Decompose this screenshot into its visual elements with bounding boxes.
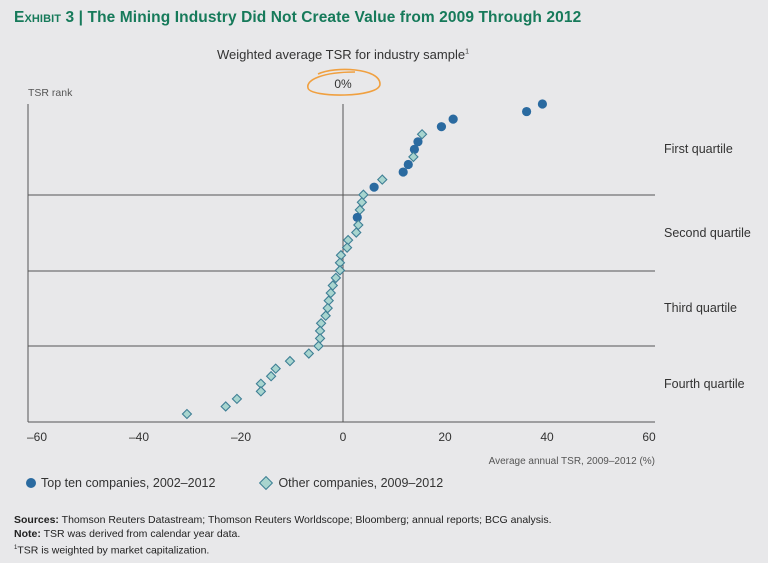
data-points [181, 99, 548, 420]
top-ten-point [436, 122, 447, 132]
top-ten-point [413, 137, 423, 147]
legend: Top ten companies, 2002–2012 Other compa… [26, 475, 444, 491]
quartile-label: Third quartile [664, 301, 737, 315]
other-company-point [376, 174, 388, 185]
other-company-point [352, 219, 364, 231]
other-company-point [323, 295, 335, 306]
x-tick-label: –60 [27, 430, 47, 444]
footnote-text: TSR is weighted by market capitalization… [17, 544, 210, 557]
other-company-point [322, 302, 334, 314]
other-company-point [255, 378, 267, 390]
other-company-point [181, 408, 193, 420]
diamond-marker-icon [259, 475, 274, 491]
other-company-point [220, 401, 232, 412]
other-company-point [313, 340, 324, 352]
other-company-point [335, 249, 347, 261]
other-company-point [320, 310, 331, 322]
footnote-line: 1TSR is weighted by market capitalizatio… [14, 541, 552, 558]
footer-notes: Sources: Thomson Reuters Datastream; Tho… [14, 513, 552, 558]
x-tick-label: 40 [540, 430, 554, 444]
x-axis-label: Average annual TSR, 2009–2012 (%) [489, 456, 655, 467]
x-tick-labels: –60 –40 –20 0 20 40 60 [27, 430, 656, 444]
highlight-ellipse [307, 68, 381, 96]
other-company-point [416, 128, 428, 140]
note-line: Note: TSR was derived from calendar year… [14, 527, 552, 541]
footnote-marker: 1 [14, 545, 18, 551]
other-company-point [231, 393, 243, 405]
top-ten-point [409, 144, 419, 154]
top-ten-point [369, 182, 379, 192]
other-company-point [314, 325, 326, 337]
exhibit-title: Exhibit 3 | The Mining Industry Did Not … [14, 9, 581, 27]
top-ten-point [522, 106, 532, 117]
top-ten-point [398, 167, 408, 177]
x-tick-label: –40 [129, 430, 149, 444]
other-company-point [358, 189, 369, 201]
top-ten-point [403, 159, 413, 170]
quartile-label: Fourth quartile [664, 377, 745, 391]
other-company-point [327, 280, 339, 291]
other-company-point [356, 196, 368, 208]
other-company-point [408, 151, 419, 163]
footnote-marker: 1 [465, 48, 469, 56]
note-label: Note: [14, 528, 41, 540]
legend-label-other: Other companies, 2009–2012 [278, 476, 444, 490]
top-ten-point [448, 114, 458, 124]
other-company-point [265, 370, 277, 382]
sources-text: Thomson Reuters Datastream; Thomson Reut… [58, 514, 552, 526]
other-company-point [350, 227, 362, 238]
other-company-point [354, 204, 366, 216]
x-tick-label: –20 [231, 430, 251, 444]
other-company-point [342, 234, 354, 246]
legend-item-other: Other companies, 2009–2012 [259, 475, 444, 491]
circle-marker-icon [26, 478, 36, 488]
y-axis-label: TSR rank [28, 87, 73, 99]
other-company-point [334, 257, 346, 269]
top-ten-point [537, 99, 548, 109]
sources-line: Sources: Thomson Reuters Datastream; Tho… [14, 513, 552, 527]
other-company-point [255, 386, 267, 397]
quartile-labels: First quartile Second quartile Third quart… [664, 142, 751, 391]
legend-label-top-ten: Top ten companies, 2002–2012 [41, 476, 216, 490]
chart-svg: 0% TSR rank –60 –40 –20 0 20 40 60 First quart… [27, 68, 751, 467]
top-ten-point [352, 212, 362, 223]
sources-label: Sources: [14, 514, 59, 526]
legend-item-top-ten: Top ten companies, 2002–2012 [26, 476, 215, 490]
x-tick-label: 0 [340, 430, 347, 444]
title-text: The Mining Industry Did Not Create Value… [87, 9, 582, 26]
note-text: TSR was derived from calendar year data. [40, 528, 241, 540]
other-company-point [330, 272, 342, 284]
other-company-point [341, 242, 353, 253]
other-company-point [284, 355, 296, 367]
quartile-label: First quartile [664, 142, 733, 156]
weighted-average-label: Weighted average TSR for industry sample… [0, 47, 686, 62]
other-company-point [314, 333, 326, 344]
quartile-label: Second quartile [664, 226, 751, 240]
weighted-average-value: 0% [334, 77, 352, 91]
x-tick-label: 20 [438, 430, 452, 444]
exhibit-label: Exhibit 3 [14, 9, 75, 26]
title-separator: | [78, 9, 84, 26]
other-company-point [315, 317, 327, 329]
other-company-point [334, 265, 346, 276]
x-tick-label: 60 [642, 430, 656, 444]
other-company-point [270, 363, 281, 374]
weighted-average-text: Weighted average TSR for industry sample [217, 47, 466, 62]
other-company-point [325, 287, 337, 299]
other-company-point [303, 348, 315, 359]
